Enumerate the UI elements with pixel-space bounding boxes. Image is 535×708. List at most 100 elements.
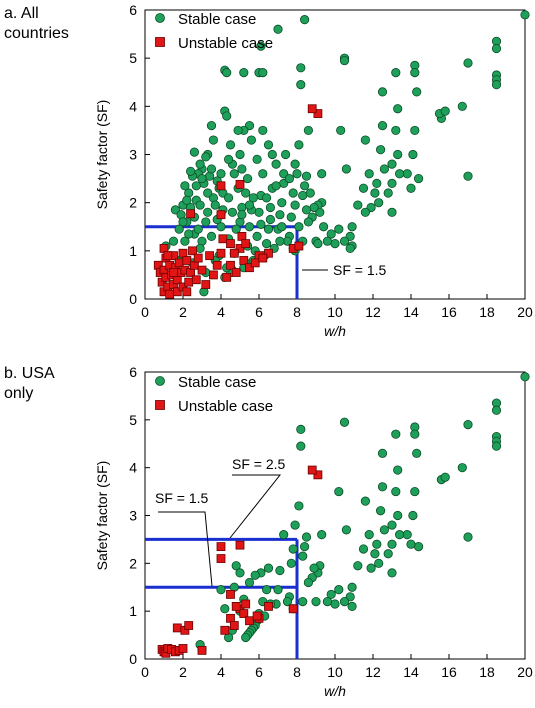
stable-point bbox=[394, 169, 405, 179]
legend-label-unstable: Unstable case bbox=[178, 398, 273, 415]
stable-point bbox=[370, 549, 380, 559]
stable-point bbox=[341, 525, 351, 535]
stable-point bbox=[345, 243, 355, 254]
stable-point bbox=[322, 596, 332, 607]
legend-stable-marker bbox=[155, 376, 165, 386]
unstable-point bbox=[216, 542, 226, 551]
unstable-point bbox=[235, 540, 245, 550]
stable-point bbox=[208, 135, 218, 145]
series-stable bbox=[161, 10, 530, 297]
stable-point bbox=[364, 530, 374, 540]
stable-point bbox=[222, 68, 232, 78]
stable-point bbox=[339, 236, 350, 246]
stable-point bbox=[267, 149, 277, 160]
series-unstable bbox=[153, 104, 323, 299]
stable-point bbox=[206, 121, 217, 131]
stable-point bbox=[393, 149, 403, 160]
x-tick-label: 4 bbox=[217, 664, 225, 680]
stable-point bbox=[186, 166, 196, 176]
stable-point bbox=[360, 135, 370, 145]
x-tick-label: 18 bbox=[479, 664, 495, 680]
stable-point bbox=[261, 193, 272, 203]
stable-point bbox=[271, 181, 281, 191]
stable-point bbox=[290, 159, 300, 169]
stable-point bbox=[299, 181, 310, 191]
threshold-leader-line bbox=[158, 511, 213, 587]
unstable-point bbox=[222, 272, 232, 282]
unstable-point bbox=[191, 275, 201, 285]
stable-point bbox=[391, 68, 401, 78]
stable-point bbox=[244, 222, 255, 232]
threshold-leader-line bbox=[229, 474, 282, 539]
stable-point bbox=[256, 219, 266, 229]
panel-a-title-line2: countries bbox=[4, 25, 69, 42]
unstable-point bbox=[252, 611, 262, 621]
stable-point bbox=[402, 530, 412, 540]
panel-b-letter: b. bbox=[4, 365, 18, 382]
stable-point bbox=[372, 539, 382, 549]
x-tick-label: 2 bbox=[179, 304, 187, 320]
y-axis-label: Safety factor (SF) bbox=[94, 100, 110, 210]
stable-point bbox=[457, 463, 467, 473]
stable-point bbox=[364, 169, 374, 179]
unstable-point bbox=[216, 554, 226, 563]
stable-point bbox=[326, 589, 336, 600]
x-tick-label: 16 bbox=[441, 664, 457, 680]
stable-point bbox=[318, 222, 329, 232]
stable-point bbox=[440, 472, 450, 482]
unstable-point bbox=[216, 210, 226, 220]
x-tick-label: 6 bbox=[255, 664, 263, 680]
unstable-point bbox=[264, 248, 273, 258]
stable-point bbox=[406, 183, 416, 193]
stable-point bbox=[374, 198, 384, 208]
y-tick-label: 3 bbox=[129, 147, 137, 163]
stable-point bbox=[360, 207, 370, 217]
unstable-point bbox=[186, 268, 196, 277]
stable-point bbox=[273, 585, 283, 595]
stable-point bbox=[282, 596, 293, 607]
stable-point bbox=[387, 159, 397, 169]
stable-point bbox=[296, 80, 306, 90]
unstable-point bbox=[182, 256, 192, 265]
stable-point bbox=[379, 164, 389, 174]
stable-point bbox=[317, 530, 327, 540]
stable-point bbox=[410, 486, 420, 497]
stable-point bbox=[301, 532, 312, 542]
stable-point bbox=[334, 585, 344, 595]
stable-point bbox=[408, 510, 418, 521]
unstable-point bbox=[182, 287, 192, 297]
x-tick-label: 12 bbox=[365, 304, 381, 320]
stable-point bbox=[197, 173, 207, 184]
stable-point bbox=[201, 152, 211, 162]
unstable-point bbox=[226, 239, 235, 249]
series-unstable bbox=[157, 465, 323, 658]
stable-point bbox=[366, 563, 376, 573]
stable-point bbox=[263, 224, 274, 234]
stable-point bbox=[258, 125, 268, 136]
stable-point bbox=[224, 193, 234, 203]
stable-point bbox=[383, 549, 393, 559]
unstable-point bbox=[178, 644, 188, 653]
stable-point bbox=[273, 24, 283, 34]
unstable-point bbox=[264, 601, 273, 611]
stable-point bbox=[243, 173, 253, 184]
stable-point bbox=[286, 212, 296, 222]
stable-point bbox=[311, 596, 321, 607]
stable-point bbox=[391, 429, 401, 439]
stable-point bbox=[237, 210, 247, 220]
stable-point bbox=[353, 200, 363, 210]
stable-point bbox=[288, 544, 298, 554]
stable-point bbox=[250, 570, 260, 580]
y-tick-label: 4 bbox=[129, 98, 137, 114]
unstable-point bbox=[172, 623, 182, 633]
unstable-point bbox=[197, 645, 207, 655]
x-tick-label: 0 bbox=[141, 664, 149, 680]
y-tick-label: 5 bbox=[129, 412, 137, 428]
legend: Stable case Unstable case bbox=[155, 374, 273, 415]
stable-point bbox=[294, 140, 304, 150]
stable-point bbox=[393, 104, 403, 114]
unstable-point bbox=[313, 109, 323, 118]
unstable-point bbox=[178, 248, 188, 258]
stable-point bbox=[393, 510, 403, 521]
stable-point bbox=[370, 188, 380, 198]
